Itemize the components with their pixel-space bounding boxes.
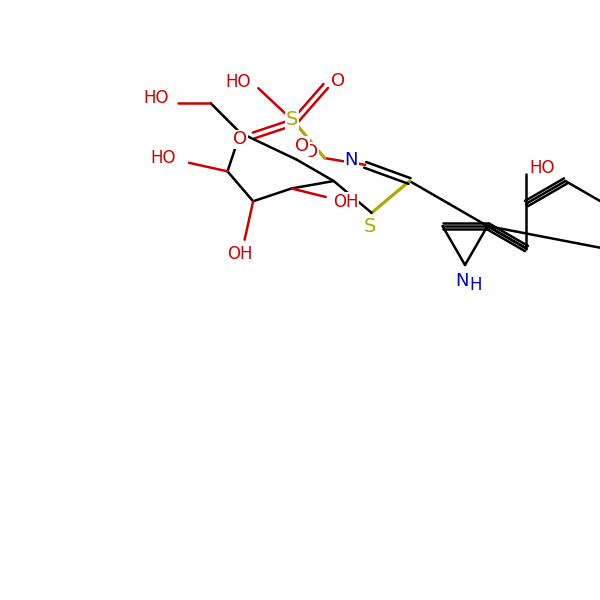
- Text: S: S: [286, 110, 298, 130]
- Text: N: N: [455, 272, 469, 290]
- Text: HO: HO: [150, 149, 176, 167]
- Text: O: O: [295, 137, 309, 155]
- Text: HO: HO: [530, 158, 555, 176]
- Text: O: O: [304, 143, 318, 161]
- Text: S: S: [364, 217, 376, 236]
- Text: OH: OH: [227, 245, 253, 263]
- Text: N: N: [344, 151, 358, 169]
- Text: HO: HO: [143, 89, 169, 107]
- Text: OH: OH: [333, 193, 359, 211]
- Text: O: O: [233, 130, 247, 148]
- Text: HO: HO: [226, 73, 251, 91]
- Text: O: O: [331, 72, 345, 90]
- Text: H: H: [470, 276, 482, 294]
